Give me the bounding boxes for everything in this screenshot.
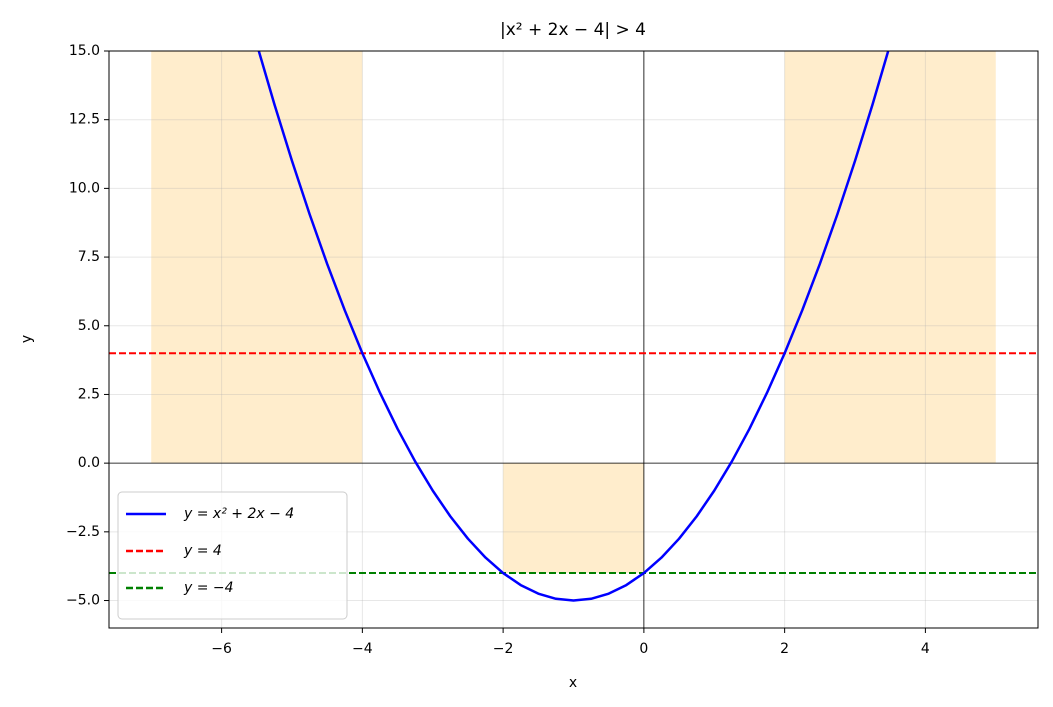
y-tick-label: 10.0	[69, 180, 100, 196]
axes-frame	[108, 50, 1039, 629]
legend-box	[117, 491, 348, 620]
y-tick-label: 2.5	[78, 386, 100, 402]
y-tick-label: −5.0	[66, 593, 100, 609]
plot-area	[109, 51, 1038, 628]
y-tick-label: −2.5	[66, 524, 100, 540]
x-tick-label: −6	[211, 641, 232, 657]
y-tick-label: 15.0	[69, 43, 100, 59]
y-tick-label: 12.5	[69, 112, 100, 128]
y-tick-label: 5.0	[78, 318, 100, 334]
legend-label: y = x² + 2x − 4	[183, 506, 294, 522]
curve	[257, 51, 890, 602]
chart-title: |x² + 2x − 4| > 4	[500, 20, 646, 40]
x-tick-label: 0	[639, 641, 648, 657]
shaded-region	[784, 51, 996, 464]
shaded-region	[151, 51, 363, 464]
x-tick-label: −2	[493, 641, 514, 657]
shaded-region	[503, 463, 644, 574]
y-tick-label: 0.0	[78, 455, 100, 471]
x-tick-label: −4	[352, 641, 373, 657]
x-axis-label: x	[569, 675, 577, 691]
y-tick-label: 7.5	[78, 249, 100, 265]
x-tick-label: 2	[780, 641, 789, 657]
y-axis-label: y	[19, 335, 35, 343]
x-tick-label: 4	[921, 641, 930, 657]
legend-label: y = 4	[183, 543, 222, 559]
legend-label: y = −4	[183, 580, 234, 596]
